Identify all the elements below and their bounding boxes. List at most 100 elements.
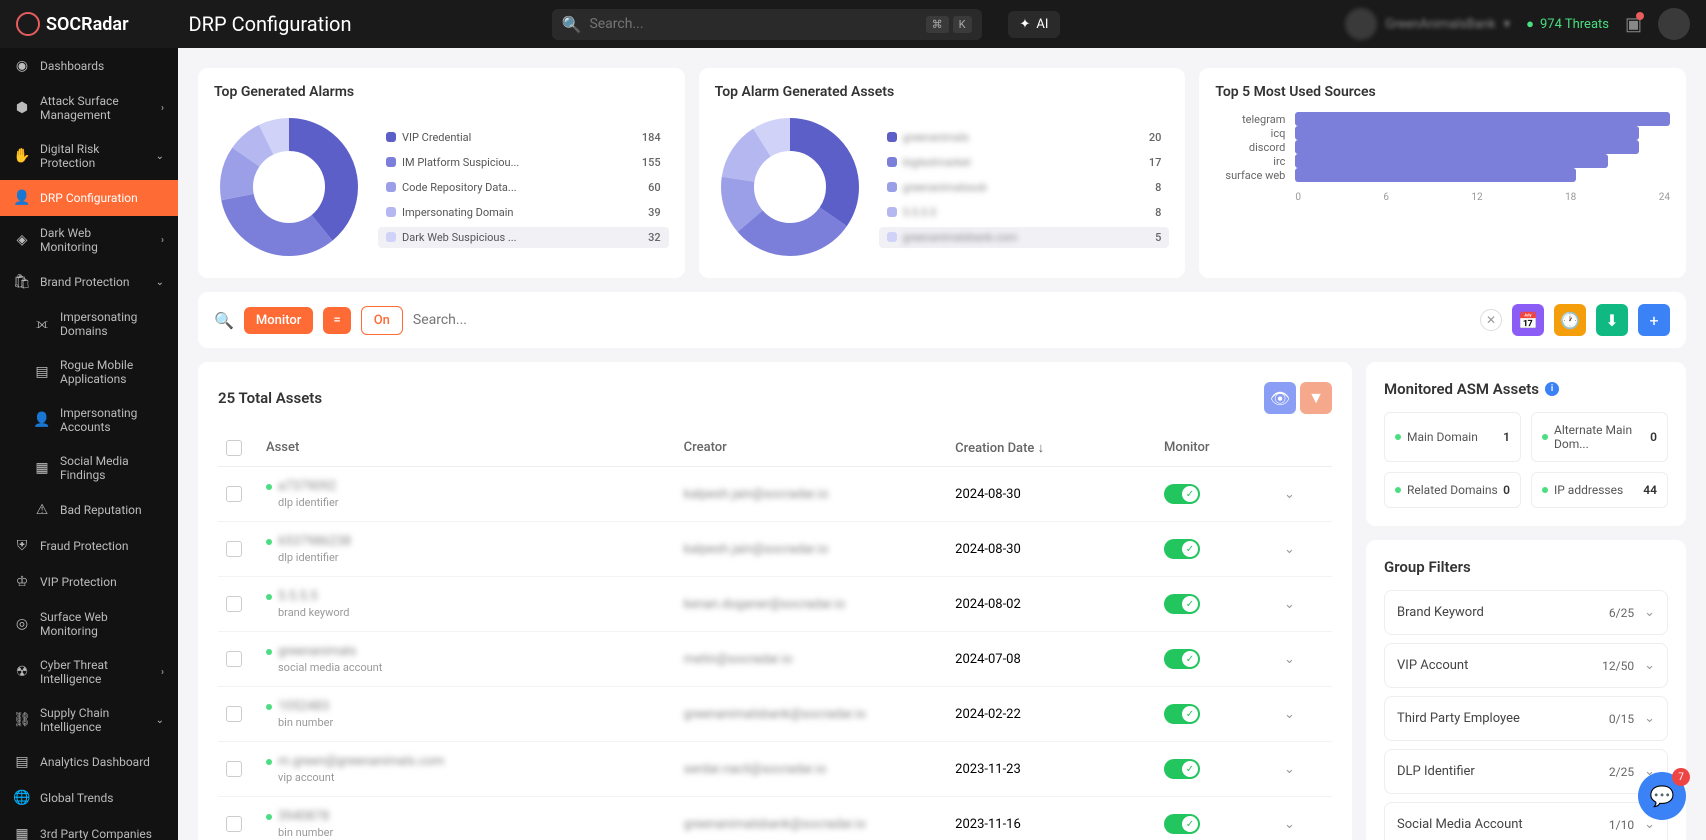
org-selector[interactable]: GreenAnimalsBank ▾ (1345, 8, 1510, 40)
select-all-checkbox[interactable] (226, 440, 242, 456)
legend-item[interactable]: Code Repository Data...60 (378, 177, 669, 198)
sidebar-item-dashboards[interactable]: ◉Dashboards (0, 48, 178, 84)
sidebar-item-impersonating-domains[interactable]: ⟗Impersonating Domains (0, 300, 178, 348)
chat-fab[interactable]: 💬7 (1638, 772, 1686, 820)
legend-item[interactable]: Impersonating Domain39 (378, 202, 669, 223)
monitor-toggle[interactable] (1164, 814, 1200, 834)
sidebar-item-drp-configuration[interactable]: 👤DRP Configuration (0, 180, 178, 216)
expand-button[interactable]: ⌄ (1284, 597, 1324, 612)
expand-button[interactable]: ⌄ (1284, 652, 1324, 667)
calendar-button[interactable]: 📅 (1512, 304, 1544, 336)
expand-button[interactable]: ⌄ (1284, 762, 1324, 777)
view-filter-button[interactable]: ▼ (1300, 382, 1332, 414)
group-filter-item[interactable]: Third Party Employee0/15⌄ (1384, 696, 1668, 741)
download-button[interactable]: ⬇ (1596, 304, 1628, 336)
chevron-down-icon[interactable]: ⌄ (1644, 605, 1655, 620)
info-icon[interactable]: i (1545, 382, 1559, 396)
legend-item[interactable]: VIP Credential184 (378, 127, 669, 148)
search-input[interactable] (589, 16, 917, 32)
table-row[interactable]: 3940878 bin number greenanimalsbank@socr… (218, 797, 1332, 840)
sidebar-item-attack-surface-management[interactable]: ⬢Attack Surface Management› (0, 84, 178, 132)
sidebar-item-analytics-dashboard[interactable]: ▤Analytics Dashboard (0, 744, 178, 780)
sidebar-item-brand-protection[interactable]: 🛍Brand Protection⌄ (0, 264, 178, 300)
ai-button[interactable]: ✦ AI (1008, 11, 1061, 38)
table-row[interactable]: a7379092 dlp identifier kalpesh.jain@soc… (218, 467, 1332, 522)
filter-pill-eq[interactable]: = (323, 307, 350, 334)
monitor-toggle[interactable] (1164, 649, 1200, 669)
clear-filter-button[interactable]: ✕ (1480, 309, 1502, 331)
table-row[interactable]: 6537986238 dlp identifier kalpesh.jain@s… (218, 522, 1332, 577)
sidebar-item-digital-risk-protection[interactable]: ✋Digital Risk Protection⌄ (0, 132, 178, 180)
group-filter-item[interactable]: VIP Account12/50⌄ (1384, 643, 1668, 688)
asm-item[interactable]: Related Domains0 (1384, 472, 1521, 508)
legend-item[interactable]: greenanimalssub8 (879, 177, 1170, 198)
asm-dot (1395, 434, 1401, 440)
search-wrap[interactable]: 🔍 ⌘ K (552, 9, 982, 40)
filter-pill-on[interactable]: On (361, 306, 403, 335)
header-asset[interactable]: Asset (266, 440, 684, 456)
header-monitor[interactable]: Monitor (1164, 440, 1284, 456)
chevron-down-icon[interactable]: ⌄ (1644, 658, 1655, 673)
sidebar-item-fraud-protection[interactable]: ⛨Fraud Protection (0, 528, 178, 564)
legend-item[interactable]: greenanimalsbank.com5 (879, 227, 1170, 248)
filter-input[interactable] (413, 312, 1470, 328)
header-creator[interactable]: Creator (684, 440, 955, 456)
notifications-button[interactable]: ▣ (1625, 14, 1642, 35)
asm-item[interactable]: Main Domain1 (1384, 412, 1521, 462)
sidebar-item-impersonating-accounts[interactable]: 👤Impersonating Accounts (0, 396, 178, 444)
legend-item[interactable]: IM Platform Suspiciou...155 (378, 152, 669, 173)
sidebar-item-bad-reputation[interactable]: ⚠Bad Reputation (0, 492, 178, 528)
chevron-down-icon[interactable]: ⌄ (1644, 817, 1655, 832)
row-checkbox[interactable] (226, 486, 242, 502)
row-checkbox[interactable] (226, 816, 242, 832)
row-checkbox[interactable] (226, 596, 242, 612)
logo[interactable]: SOCRadar (16, 12, 129, 36)
expand-button[interactable]: ⌄ (1284, 817, 1324, 832)
table-row[interactable]: 1052483 bin number greenanimalsbank@socr… (218, 687, 1332, 742)
monitor-toggle[interactable] (1164, 539, 1200, 559)
clock-button[interactable]: 🕐 (1554, 304, 1586, 336)
nav-icon: ⛓ (14, 712, 30, 728)
sidebar-item-3rd-party-companies[interactable]: ▦3rd Party Companies (0, 816, 178, 840)
sidebar-item-supply-chain-intelligence[interactable]: ⛓Supply Chain Intelligence⌄ (0, 696, 178, 744)
sidebar-item-surface-web-monitoring[interactable]: ◎Surface Web Monitoring (0, 600, 178, 648)
asm-item[interactable]: IP addresses44 (1531, 472, 1668, 508)
sidebar-item-dark-web-monitoring[interactable]: ◈Dark Web Monitoring› (0, 216, 178, 264)
header-date[interactable]: Creation Date ↓ (955, 440, 1164, 456)
row-checkbox[interactable] (226, 761, 242, 777)
monitor-toggle[interactable] (1164, 484, 1200, 504)
group-filter-item[interactable]: Social Media Account1/10⌄ (1384, 802, 1668, 840)
filter-pill-monitor[interactable]: Monitor (244, 307, 313, 334)
asm-item[interactable]: Alternate Main Dom...0 (1531, 412, 1668, 462)
legend-item[interactable]: 5.5.5.58 (879, 202, 1170, 223)
legend-item[interactable]: bigtestmarket17 (879, 152, 1170, 173)
table-row[interactable]: greenanimals social media account metin@… (218, 632, 1332, 687)
sidebar-item-rogue-mobile-applications[interactable]: ▤Rogue Mobile Applications (0, 348, 178, 396)
sidebar-item-global-trends[interactable]: 🌐Global Trends (0, 780, 178, 816)
nav-label: Cyber Threat Intelligence (40, 658, 151, 686)
monitor-toggle[interactable] (1164, 704, 1200, 724)
row-checkbox[interactable] (226, 651, 242, 667)
monitor-toggle[interactable] (1164, 759, 1200, 779)
row-checkbox[interactable] (226, 541, 242, 557)
bar-label: irc (1215, 155, 1285, 168)
sidebar-item-vip-protection[interactable]: ♔VIP Protection (0, 564, 178, 600)
expand-button[interactable]: ⌄ (1284, 487, 1324, 502)
sidebar-item-cyber-threat-intelligence[interactable]: ☢Cyber Threat Intelligence› (0, 648, 178, 696)
group-filter-item[interactable]: Brand Keyword6/25⌄ (1384, 590, 1668, 635)
add-button[interactable]: + (1638, 304, 1670, 336)
expand-button[interactable]: ⌄ (1284, 542, 1324, 557)
table-row[interactable]: 5.5.5.5 brand keyword kenan.doganer@socr… (218, 577, 1332, 632)
sidebar-item-social-media-findings[interactable]: ▦Social Media Findings (0, 444, 178, 492)
view-eye-button[interactable]: 👁 (1264, 382, 1296, 414)
group-filter-item[interactable]: DLP Identifier2/25⌄ (1384, 749, 1668, 794)
expand-button[interactable]: ⌄ (1284, 707, 1324, 722)
threats-indicator[interactable]: ● 974 Threats (1526, 16, 1609, 32)
legend-item[interactable]: Dark Web Suspicious ...32 (378, 227, 669, 248)
row-checkbox[interactable] (226, 706, 242, 722)
user-avatar[interactable] (1658, 8, 1690, 40)
monitor-toggle[interactable] (1164, 594, 1200, 614)
table-row[interactable]: m.green@greenanimals.com vip account ser… (218, 742, 1332, 797)
legend-item[interactable]: greenanimals20 (879, 127, 1170, 148)
chevron-down-icon[interactable]: ⌄ (1644, 711, 1655, 726)
